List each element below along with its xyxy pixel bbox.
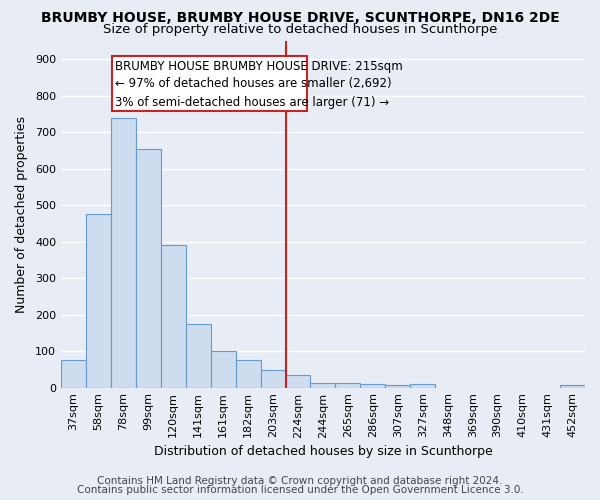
Text: ← 97% of detached houses are smaller (2,692): ← 97% of detached houses are smaller (2,…: [115, 77, 392, 90]
Text: BRUMBY HOUSE BRUMBY HOUSE DRIVE: 215sqm: BRUMBY HOUSE BRUMBY HOUSE DRIVE: 215sqm: [115, 60, 403, 72]
Bar: [310, 383, 335, 388]
Text: 3% of semi-detached houses are larger (71) →: 3% of semi-detached houses are larger (7…: [115, 96, 389, 108]
Bar: [136, 148, 161, 388]
Bar: [161, 246, 186, 388]
X-axis label: Distribution of detached houses by size in Scunthorpe: Distribution of detached houses by size …: [154, 444, 493, 458]
Bar: [286, 375, 310, 388]
Bar: [260, 370, 286, 388]
Bar: [111, 118, 136, 388]
Text: Size of property relative to detached houses in Scunthorpe: Size of property relative to detached ho…: [103, 22, 497, 36]
Bar: [86, 214, 111, 388]
Text: Contains HM Land Registry data © Crown copyright and database right 2024.: Contains HM Land Registry data © Crown c…: [97, 476, 503, 486]
Bar: [211, 351, 236, 388]
Y-axis label: Number of detached properties: Number of detached properties: [15, 116, 28, 313]
Text: BRUMBY HOUSE, BRUMBY HOUSE DRIVE, SCUNTHORPE, DN16 2DE: BRUMBY HOUSE, BRUMBY HOUSE DRIVE, SCUNTH…: [41, 11, 559, 25]
Bar: [61, 360, 86, 388]
Bar: [410, 384, 435, 388]
Bar: [361, 384, 385, 388]
Bar: [335, 383, 361, 388]
Text: Contains public sector information licensed under the Open Government Licence 3.: Contains public sector information licen…: [77, 485, 523, 495]
FancyBboxPatch shape: [112, 56, 307, 112]
Bar: [186, 324, 211, 388]
Bar: [560, 384, 585, 388]
Bar: [236, 360, 260, 388]
Bar: [385, 384, 410, 388]
